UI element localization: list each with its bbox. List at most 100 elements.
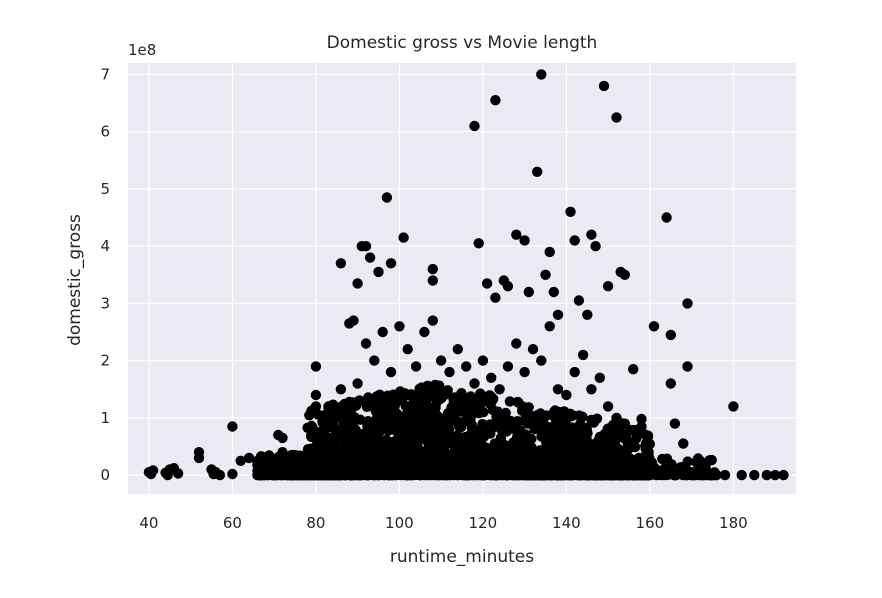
data-point (496, 469, 508, 480)
data-point (778, 469, 789, 481)
data-point (227, 468, 238, 480)
data-point (486, 452, 497, 463)
chart-title: Domestic gross vs Movie length (327, 33, 598, 53)
data-point (342, 418, 354, 429)
y-tick-label: 6 (100, 123, 110, 141)
data-point (567, 458, 578, 470)
data-point (605, 469, 616, 481)
data-point (682, 456, 693, 467)
data-point (561, 389, 572, 401)
data-point (615, 469, 626, 481)
data-point (590, 241, 601, 252)
x-tick-label: 120 (469, 514, 498, 532)
data-point (436, 392, 447, 404)
data-point (552, 309, 564, 320)
data-point (390, 396, 402, 408)
data-point (641, 438, 652, 449)
data-point (410, 361, 422, 372)
data-point (427, 440, 438, 452)
data-point (172, 468, 184, 479)
data-point (628, 458, 639, 469)
data-point (452, 344, 463, 355)
data-point (527, 344, 539, 355)
x-tick-labels: 40 60 80 100 120 140 160 180 (139, 514, 747, 532)
data-point (698, 460, 710, 471)
data-point (427, 275, 438, 286)
data-point (461, 361, 472, 372)
data-point (235, 455, 246, 466)
data-point (469, 120, 480, 132)
data-point (490, 292, 501, 303)
data-point (359, 444, 370, 456)
data-point (227, 421, 238, 432)
data-point (511, 229, 522, 240)
data-point (385, 446, 397, 457)
y-offset-text: 1e8 (128, 41, 156, 59)
data-point (486, 372, 497, 383)
data-point (257, 454, 268, 465)
data-point (277, 432, 288, 444)
y-tick-label: 7 (100, 65, 110, 83)
data-point (414, 446, 425, 458)
x-tick-label: 140 (552, 514, 581, 532)
data-point (657, 453, 668, 465)
data-point (366, 430, 378, 441)
data-point (541, 438, 552, 449)
data-point (329, 469, 340, 481)
data-point (473, 238, 484, 249)
data-point (480, 442, 492, 453)
data-point (552, 384, 564, 395)
data-point (535, 445, 546, 456)
data-point (631, 433, 642, 444)
y-axis-label: domestic_gross (65, 214, 85, 346)
data-point (494, 384, 505, 395)
data-point (458, 393, 469, 405)
data-point (394, 321, 405, 332)
data-point (509, 421, 520, 432)
data-point (485, 428, 496, 439)
data-point (566, 422, 578, 433)
x-tick-label: 60 (223, 514, 242, 532)
data-point (761, 469, 772, 481)
data-point (736, 469, 747, 481)
data-point (586, 384, 597, 395)
data-point (416, 382, 427, 393)
data-point (574, 410, 585, 421)
data-point (586, 467, 597, 478)
y-tick-label: 5 (100, 180, 110, 198)
data-point (310, 361, 322, 372)
data-point (385, 258, 397, 269)
data-point (504, 396, 516, 407)
data-point (377, 326, 388, 338)
data-point (617, 458, 628, 469)
data-point (458, 435, 470, 446)
data-point (565, 206, 576, 217)
data-point (548, 286, 559, 298)
data-point (598, 80, 610, 92)
data-point (331, 450, 342, 461)
data-point (427, 315, 438, 326)
data-point (162, 469, 173, 481)
data-point (348, 315, 359, 326)
data-point (454, 447, 466, 458)
data-point (214, 469, 226, 481)
data-point (706, 454, 717, 466)
data-point (429, 386, 440, 397)
data-point (673, 467, 684, 479)
data-point (544, 321, 555, 332)
data-point (560, 469, 571, 480)
data-point (369, 355, 380, 366)
data-point (310, 389, 322, 401)
data-point (429, 417, 441, 428)
data-point (536, 69, 547, 80)
data-point (304, 410, 315, 421)
data-point (402, 426, 414, 437)
data-point (446, 467, 458, 479)
data-point (728, 401, 739, 412)
data-point (586, 414, 597, 426)
data-point (529, 423, 540, 435)
data-point (147, 465, 159, 476)
data-point (586, 452, 598, 464)
data-point (609, 433, 620, 445)
data-point (438, 432, 449, 444)
